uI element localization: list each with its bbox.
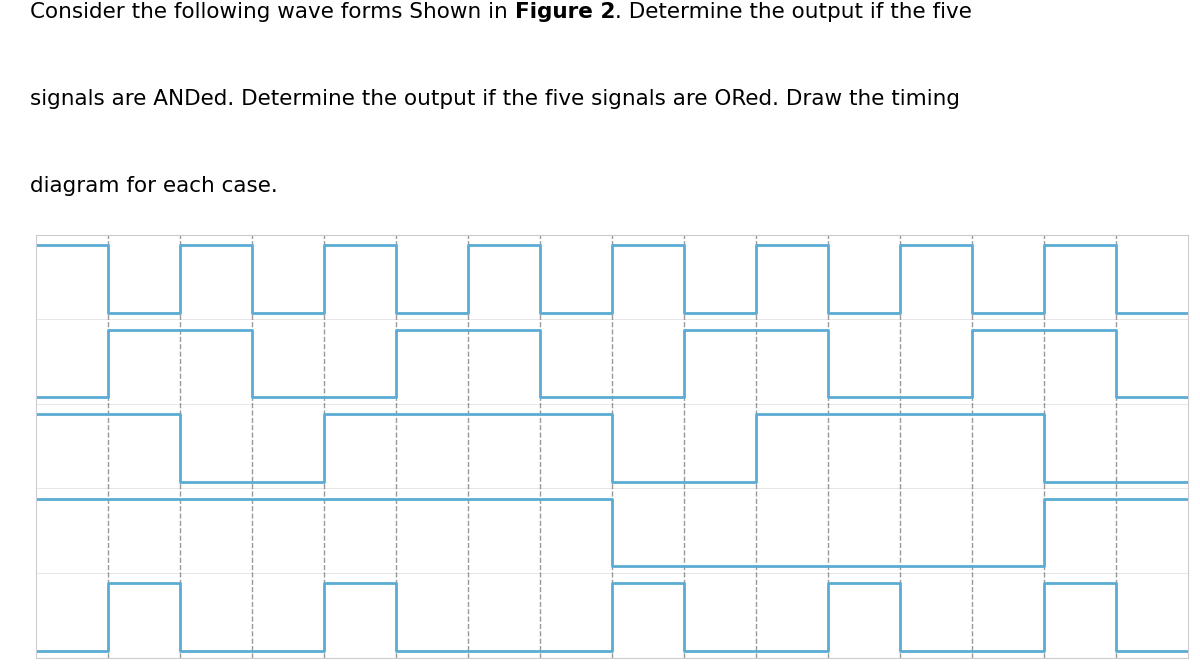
Text: Consider the following wave forms Shown in: Consider the following wave forms Shown … bbox=[30, 3, 515, 22]
Text: diagram for each case.: diagram for each case. bbox=[30, 176, 277, 196]
Text: signals are ANDed. Determine the output if the five signals are ORed. Draw the t: signals are ANDed. Determine the output … bbox=[30, 89, 960, 109]
Text: Figure 2: Figure 2 bbox=[515, 3, 616, 22]
Text: . Determine the output if the five: . Determine the output if the five bbox=[616, 3, 972, 22]
